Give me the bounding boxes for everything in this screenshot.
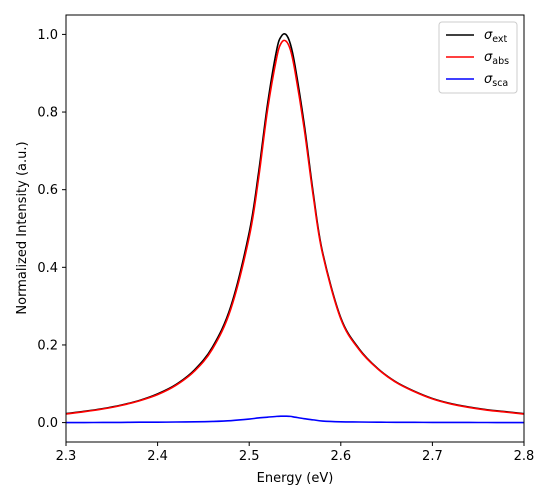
y-tick-label: 0.6 bbox=[37, 183, 58, 198]
legend-label-abs: σabs bbox=[484, 50, 509, 67]
series-line-sca bbox=[65, 415, 525, 424]
x-tick-label: 2.4 bbox=[147, 449, 168, 464]
x-axis-label: Energy (eV) bbox=[257, 471, 334, 486]
y-tick-label: 0.0 bbox=[37, 416, 58, 431]
plot-frame bbox=[65, 14, 525, 443]
y-tick-label: 0.2 bbox=[37, 338, 58, 353]
legend-label-ext: σext bbox=[484, 28, 508, 45]
x-tick-label: 2.3 bbox=[56, 449, 77, 464]
y-tick-label: 0.8 bbox=[37, 106, 58, 121]
y-tick-label: 1.0 bbox=[37, 28, 58, 43]
legend: σext σabs σsca bbox=[438, 21, 518, 94]
legend-label-sca: σsca bbox=[484, 72, 508, 89]
plot-lines bbox=[65, 32, 525, 424]
y-axis: 0.0 0.2 0.4 0.6 0.8 1.0 bbox=[37, 28, 66, 431]
x-tick-label: 2.6 bbox=[330, 449, 351, 464]
x-tick-label: 2.8 bbox=[514, 449, 535, 464]
series-line-abs bbox=[65, 39, 525, 415]
x-tick-label: 2.5 bbox=[239, 449, 260, 464]
y-tick-label: 0.4 bbox=[37, 261, 58, 276]
y-axis-label: Normalized Intensity (a.u.) bbox=[15, 141, 30, 314]
x-tick-label: 2.7 bbox=[422, 449, 443, 464]
x-axis: 2.3 2.4 2.5 2.6 2.7 2.8 bbox=[56, 442, 535, 464]
legend-box bbox=[438, 21, 518, 94]
